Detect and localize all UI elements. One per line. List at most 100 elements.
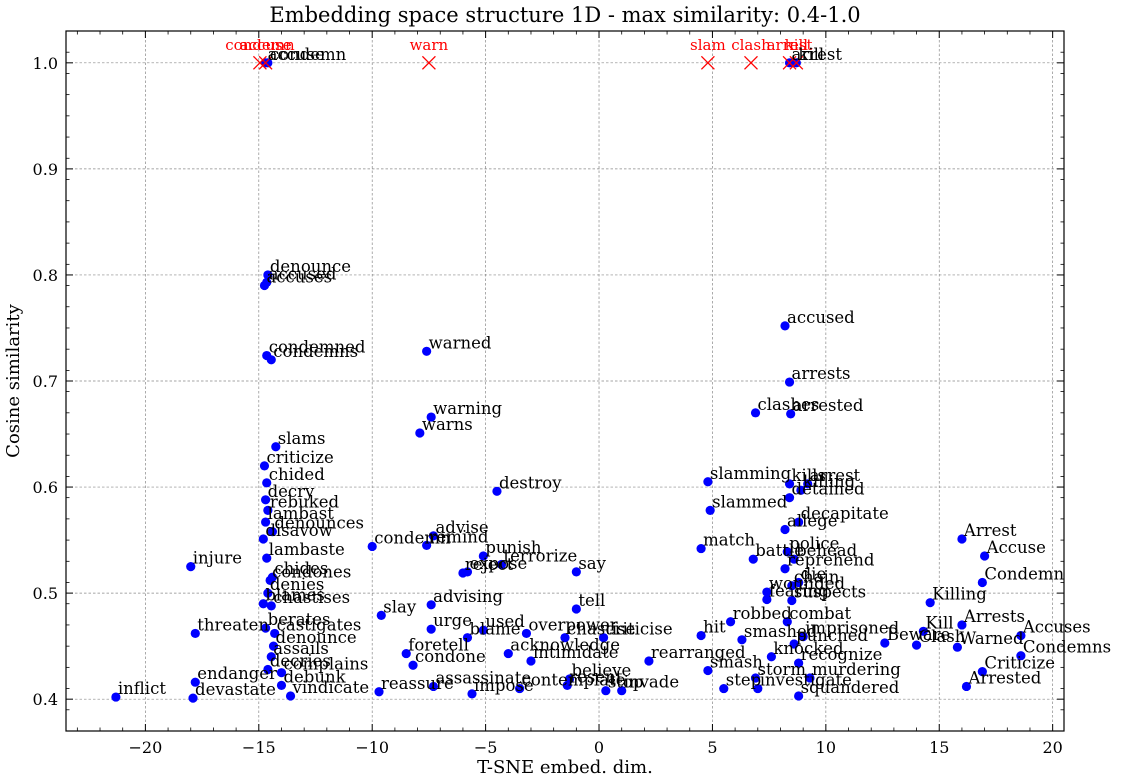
data-point — [794, 517, 804, 527]
point-label: castigates — [277, 615, 362, 634]
point-label: Killing — [932, 585, 987, 604]
reference-marker: kill — [785, 36, 809, 70]
data-point — [737, 635, 747, 645]
data-point — [462, 633, 473, 643]
point-label: endanger — [197, 664, 277, 683]
data-point — [261, 495, 271, 505]
chart-title: Embedding space structure 1D - max simil… — [269, 3, 860, 27]
y-tick-label: 0.5 — [33, 584, 58, 603]
data-point — [374, 687, 384, 697]
data-point — [258, 599, 268, 609]
data-point — [918, 626, 928, 636]
point-label: accused — [787, 308, 855, 327]
point-label: assails — [273, 639, 329, 658]
data-point — [762, 594, 772, 605]
data-point — [794, 658, 804, 668]
data-point — [422, 346, 432, 356]
point-label: Arrest — [963, 521, 1017, 540]
data-point — [762, 587, 772, 597]
point-label: wounded — [769, 574, 846, 593]
point-label: die — [801, 565, 827, 584]
x-tick-label: 15 — [929, 738, 949, 757]
point-label: vindicate — [292, 678, 370, 697]
point-label: contemplate — [522, 671, 626, 690]
reference-marker: condemn — [225, 36, 295, 70]
data-point — [270, 628, 280, 639]
point-label: Criticize — [984, 654, 1055, 673]
data-point — [415, 428, 425, 438]
data-point — [571, 604, 581, 614]
data-point — [190, 628, 200, 639]
y-tick-label: 1.0 — [33, 54, 58, 73]
reference-marker: arrest — [767, 36, 812, 70]
data-point — [263, 664, 273, 675]
y-tick-label: 0.7 — [33, 372, 58, 391]
point-label: fearing — [769, 581, 830, 600]
data-point — [263, 588, 273, 598]
data-point — [703, 477, 713, 487]
data-point — [266, 355, 276, 365]
data-point — [265, 575, 275, 585]
y-tick-label: 0.6 — [33, 478, 58, 497]
data-point — [266, 652, 276, 662]
point-label: slamming — [710, 464, 792, 483]
point-label: decry — [268, 482, 315, 501]
data-point — [262, 478, 272, 488]
point-label: chain — [794, 568, 840, 587]
data-point — [367, 541, 377, 552]
reference-label: kill — [785, 36, 809, 54]
point-label: denounce — [270, 257, 351, 276]
point-label: Arrests — [963, 607, 1025, 626]
data-point — [263, 270, 273, 280]
y-tick-label: 0.9 — [33, 160, 58, 179]
data-point — [786, 409, 796, 419]
reference-x-stroke — [258, 55, 273, 70]
data-point — [263, 58, 273, 68]
point-label: Clash — [919, 627, 966, 646]
point-label: warning — [433, 399, 502, 418]
point-label: suspects — [794, 583, 866, 602]
point-label: arrests — [792, 364, 851, 383]
x-tick-label: 5 — [707, 738, 717, 757]
data-point — [276, 668, 287, 678]
reference-x-stroke — [782, 55, 797, 70]
point-label: behead — [796, 541, 858, 560]
reference-x-stroke — [789, 55, 804, 70]
data-point — [285, 691, 296, 701]
reference-x-stroke — [744, 55, 758, 70]
point-label: advising — [433, 587, 503, 606]
point-label: chastises — [273, 588, 350, 607]
point-label: advise — [435, 518, 488, 537]
point-label: warned — [429, 333, 492, 352]
data-point — [789, 554, 799, 564]
y-tick-label: 0.4 — [33, 690, 58, 709]
point-label: Condemns — [1023, 638, 1111, 657]
point-label: punish — [485, 538, 542, 557]
data-point — [980, 551, 990, 561]
reference-marker: warn — [410, 36, 449, 70]
data-point — [1016, 630, 1026, 641]
point-label: injure — [193, 549, 242, 568]
axis-ticks: −20 −15 −10 −5 0 5 10 15 20 0.4 0.5 0.6 0.7 0.8 0.9 1.0 — [33, 30, 1064, 757]
data-point — [750, 673, 761, 683]
point-label: resent — [569, 667, 623, 686]
point-label: murdering — [812, 660, 901, 679]
point-label: denounce — [276, 628, 357, 647]
data-point — [186, 562, 196, 572]
data-point — [719, 683, 729, 694]
data-point — [492, 486, 502, 496]
point-label: acknowledge — [510, 636, 620, 655]
point-label: intimidate — [533, 643, 619, 662]
data-point — [1016, 651, 1026, 661]
data-point — [782, 547, 792, 557]
point-label: stop — [608, 673, 644, 692]
data-point — [750, 408, 761, 418]
point-label: condemn — [374, 528, 451, 547]
reference-x-stroke — [700, 55, 715, 70]
data-point — [644, 656, 654, 666]
data-point — [725, 617, 736, 627]
data-point — [267, 527, 278, 537]
data-point — [426, 624, 436, 634]
